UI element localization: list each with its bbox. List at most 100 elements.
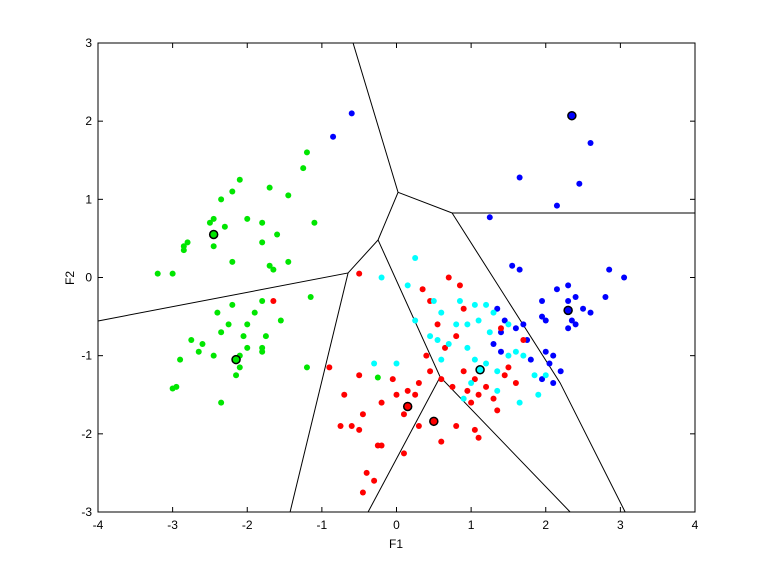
point — [229, 188, 236, 195]
point — [214, 309, 221, 316]
point — [460, 395, 467, 402]
point — [270, 266, 277, 273]
point — [259, 344, 266, 351]
point — [494, 305, 501, 312]
point — [199, 340, 206, 347]
point — [475, 434, 482, 441]
point — [520, 337, 527, 344]
point — [453, 333, 460, 340]
point — [486, 214, 493, 221]
point — [262, 333, 269, 340]
point — [311, 219, 318, 226]
point — [307, 294, 314, 301]
point — [468, 399, 475, 406]
point — [285, 192, 292, 199]
x-tick-label: 4 — [692, 518, 699, 532]
point — [445, 274, 452, 281]
cluster-center — [231, 354, 241, 365]
y-tick-label: -1 — [81, 349, 92, 363]
x-tick-label: -2 — [242, 518, 253, 532]
point — [546, 360, 553, 367]
point — [497, 348, 504, 355]
point — [412, 254, 419, 261]
point — [285, 258, 292, 265]
point — [419, 286, 426, 293]
boundary-line — [451, 212, 626, 513]
point — [233, 372, 240, 379]
point — [348, 110, 355, 117]
point — [210, 243, 217, 250]
point — [371, 477, 378, 484]
point — [542, 348, 549, 355]
point — [244, 321, 251, 328]
point — [509, 262, 516, 269]
point — [330, 133, 337, 140]
point — [512, 325, 519, 332]
point — [400, 450, 407, 457]
point — [404, 282, 411, 289]
cluster-center — [402, 401, 413, 412]
point — [169, 270, 176, 277]
point — [587, 309, 594, 316]
x-tick-label: -1 — [317, 518, 328, 532]
y-tick-label: -3 — [81, 505, 92, 519]
point — [539, 297, 546, 304]
point — [378, 442, 385, 449]
point — [471, 426, 478, 433]
y-tick-label: 3 — [85, 36, 92, 50]
point — [378, 274, 385, 281]
point — [180, 243, 187, 250]
point — [550, 352, 557, 359]
point — [464, 321, 471, 328]
y-tick-label: 1 — [85, 192, 92, 206]
point — [259, 239, 266, 246]
point — [303, 149, 310, 156]
point — [568, 317, 575, 324]
point — [501, 317, 508, 324]
boundary-line — [367, 376, 441, 513]
point — [434, 321, 441, 328]
point — [553, 286, 560, 293]
point — [195, 348, 202, 355]
point — [415, 380, 422, 387]
point — [371, 360, 378, 367]
point — [218, 399, 225, 406]
point — [535, 391, 542, 398]
point — [184, 239, 191, 246]
x-axis-label: F1 — [389, 537, 403, 551]
point — [210, 352, 217, 359]
point — [486, 329, 493, 336]
point — [453, 321, 460, 328]
point — [471, 376, 478, 383]
point — [221, 223, 228, 230]
point — [483, 360, 490, 367]
cluster-center — [567, 110, 577, 121]
point — [389, 376, 396, 383]
point — [438, 438, 445, 445]
point — [572, 294, 579, 301]
point — [565, 325, 572, 332]
point — [512, 348, 519, 355]
point — [490, 340, 497, 347]
point — [356, 426, 363, 433]
boundary-line — [289, 272, 349, 513]
point — [550, 380, 557, 387]
point — [449, 383, 456, 390]
point — [531, 372, 538, 379]
point — [453, 423, 460, 430]
point — [542, 317, 549, 324]
point — [266, 184, 273, 191]
cluster-center — [563, 305, 573, 316]
cluster-center — [429, 416, 439, 427]
point — [475, 317, 482, 324]
point — [218, 196, 225, 203]
point — [244, 215, 251, 222]
point — [565, 297, 572, 304]
point — [501, 372, 508, 379]
point — [169, 385, 176, 392]
point — [512, 380, 519, 387]
point — [348, 423, 355, 430]
x-tick-label: -3 — [167, 518, 178, 532]
y-tick-label: 0 — [85, 271, 92, 285]
y-axis-label: F2 — [63, 271, 77, 285]
